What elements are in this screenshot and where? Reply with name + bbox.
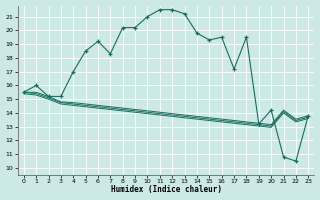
X-axis label: Humidex (Indice chaleur): Humidex (Indice chaleur) — [110, 185, 221, 194]
